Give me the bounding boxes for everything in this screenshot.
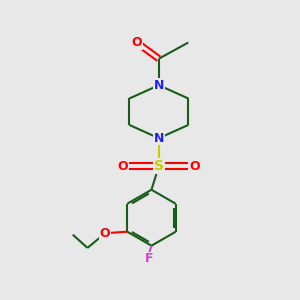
Text: O: O [189, 160, 200, 173]
Text: S: S [154, 159, 164, 173]
Text: N: N [154, 79, 164, 92]
Text: N: N [154, 132, 164, 145]
Text: F: F [145, 252, 153, 266]
Text: O: O [100, 227, 110, 240]
Text: O: O [118, 160, 128, 173]
Text: O: O [131, 36, 142, 49]
